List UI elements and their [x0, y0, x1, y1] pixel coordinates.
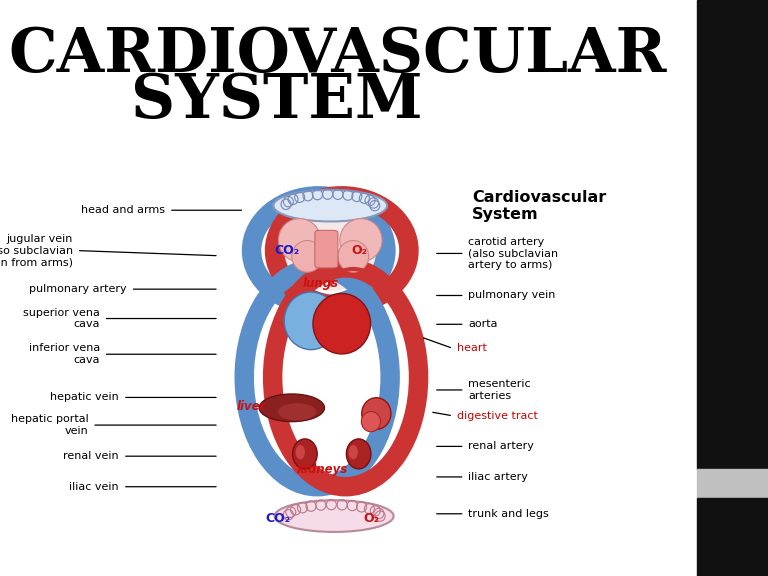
Text: superior vena
cava: superior vena cava — [23, 308, 100, 329]
Text: SYSTEM: SYSTEM — [131, 71, 422, 131]
Ellipse shape — [273, 190, 387, 221]
Text: renal vein: renal vein — [64, 451, 119, 461]
Ellipse shape — [278, 403, 316, 420]
Text: O₂: O₂ — [364, 512, 379, 525]
FancyBboxPatch shape — [315, 230, 338, 268]
Bar — [697, 498, 768, 576]
Ellipse shape — [285, 297, 377, 458]
Text: CO₂: CO₂ — [274, 244, 299, 257]
Text: CARDIOVASCULAR: CARDIOVASCULAR — [8, 25, 667, 85]
Text: trunk and legs: trunk and legs — [468, 509, 549, 519]
Ellipse shape — [278, 219, 321, 262]
Text: jugular vein
(also subclavian
vein from arms): jugular vein (also subclavian vein from … — [0, 234, 73, 267]
Text: pulmonary vein: pulmonary vein — [468, 290, 556, 301]
Ellipse shape — [292, 241, 323, 272]
Ellipse shape — [361, 411, 380, 432]
Ellipse shape — [313, 294, 370, 354]
Ellipse shape — [339, 219, 382, 262]
Text: Cardiovascular
System: Cardiovascular System — [472, 190, 607, 222]
Ellipse shape — [293, 439, 317, 469]
Text: aorta: aorta — [468, 319, 498, 329]
Ellipse shape — [284, 210, 376, 291]
Text: head and arms: head and arms — [81, 205, 165, 215]
Ellipse shape — [274, 500, 393, 532]
Ellipse shape — [338, 241, 369, 272]
Text: O₂: O₂ — [352, 244, 367, 257]
Text: iliac vein: iliac vein — [69, 482, 119, 492]
Text: digestive tract: digestive tract — [457, 411, 538, 421]
Text: kidneys: kidneys — [297, 463, 348, 476]
Ellipse shape — [284, 292, 338, 350]
Text: hepatic portal
vein: hepatic portal vein — [11, 414, 88, 436]
Text: pulmonary artery: pulmonary artery — [29, 284, 127, 294]
Text: iliac artery: iliac artery — [468, 472, 528, 482]
Text: lungs: lungs — [303, 278, 339, 290]
Text: inferior vena
cava: inferior vena cava — [28, 343, 100, 365]
Text: mesenteric
arteries: mesenteric arteries — [468, 379, 531, 401]
Bar — [697, 0, 768, 469]
Text: liver: liver — [237, 400, 266, 412]
Bar — [697, 469, 768, 498]
Text: CO₂: CO₂ — [266, 512, 290, 525]
Text: hepatic vein: hepatic vein — [50, 392, 119, 403]
Ellipse shape — [362, 398, 391, 430]
Ellipse shape — [260, 394, 324, 422]
Text: renal artery: renal artery — [468, 441, 535, 452]
Text: carotid artery
(also subclavian
artery to arms): carotid artery (also subclavian artery t… — [468, 237, 558, 270]
Ellipse shape — [349, 445, 358, 460]
Ellipse shape — [296, 445, 305, 460]
Text: heart: heart — [457, 343, 487, 354]
Ellipse shape — [346, 439, 371, 469]
